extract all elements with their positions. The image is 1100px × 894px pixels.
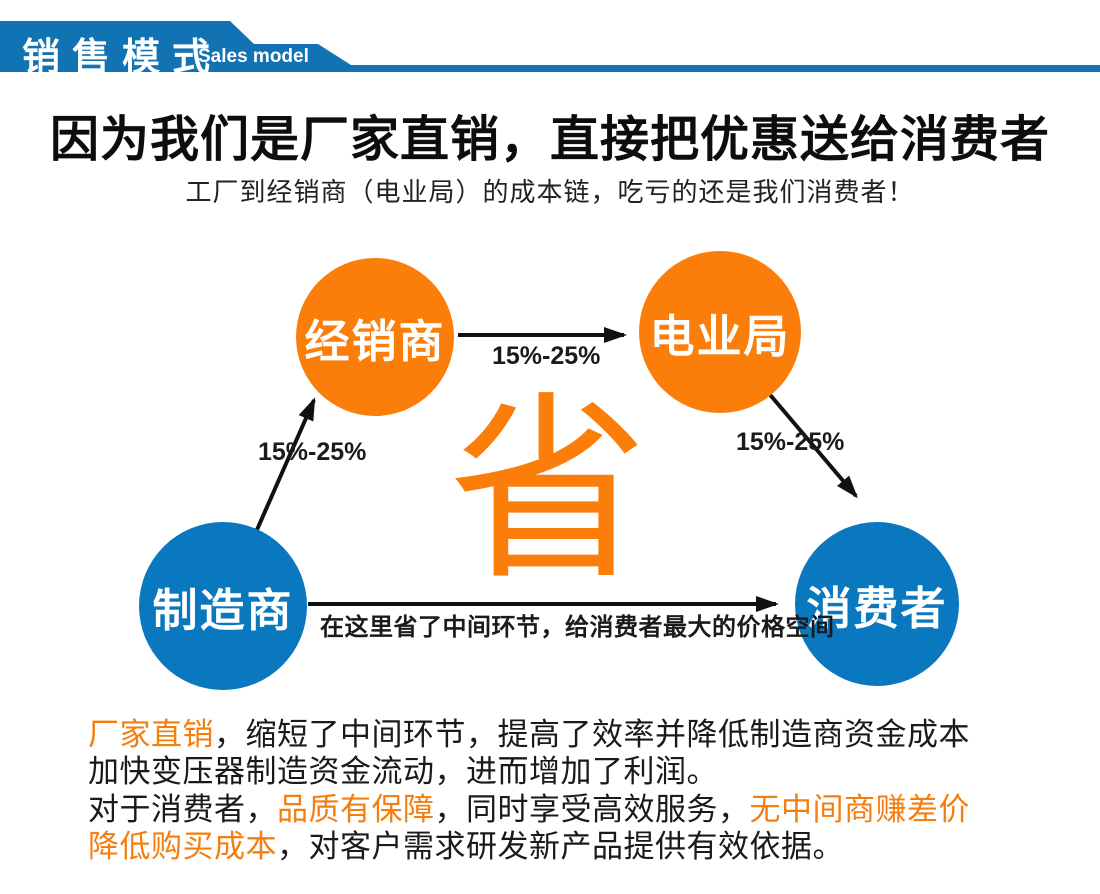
paragraph-text: ，缩短了中间环节，提高了效率并降低制造商资金成本 [214, 717, 970, 752]
paragraph-text: 对于消费者， [88, 792, 277, 827]
edge-label-dealer-power-bureau: 15%-25% [492, 342, 601, 370]
node-manufacturer: 制造商 [139, 522, 307, 690]
header-banner-shape [0, 21, 1100, 72]
highlight-factory-direct: 厂家直销 [88, 717, 214, 752]
hero-subtitle: 工厂到经销商（电业局）的成本链，吃亏的还是我们消费者！ [185, 177, 915, 207]
edge-label-manufacturer-dealer: 15%-25% [258, 438, 367, 466]
node-power-bureau-label: 电业局 [649, 310, 791, 362]
paragraph-factory-direct: 厂家直销，缩短了中间环节，提高了效率并降低制造商资金成本 加快变压器制造资金流动… [88, 716, 1048, 790]
node-manufacturer-label: 制造商 [152, 584, 294, 636]
hero-title: 因为我们是厂家直销，直接把优惠送给消费者 [49, 112, 1050, 167]
edge-label-manufacturer-consumer: 在这里省了中间环节，给消费者最大的价格空间 [320, 614, 835, 641]
node-consumer: 消费者 [795, 522, 959, 686]
paragraph-text: ，同时享受高效服务， [434, 792, 750, 827]
highlight-quality-guarantee: 品质有保障 [277, 792, 435, 827]
paragraph-consumer-benefit: 对于消费者，品质有保障，同时享受高效服务，无中间商赚差价 降低购买成本，对客户需… [88, 791, 1048, 865]
arrow-power-bureau-to-consumer [764, 388, 858, 499]
node-dealer-label: 经销商 [304, 315, 446, 367]
highlight-lower-cost: 降低购买成本 [88, 829, 277, 864]
arrow-manufacturer-to-dealer [254, 397, 316, 533]
node-power-bureau: 电业局 [639, 251, 801, 413]
save-character: 省 [448, 380, 649, 603]
paragraph-text: ，对客户需求研发新产品提供有效依据。 [277, 829, 844, 864]
highlight-no-middleman: 无中间商赚差价 [749, 792, 970, 827]
header-title-en: Sales model [198, 46, 309, 67]
paragraph-text: 加快变压器制造资金流动，进而增加了利润。 [88, 754, 718, 789]
node-dealer: 经销商 [296, 258, 454, 416]
node-consumer-label: 消费者 [806, 582, 948, 634]
edge-label-power-bureau-consumer: 15%-25% [736, 428, 845, 456]
header-title-cn: 销售模式 [22, 37, 223, 79]
